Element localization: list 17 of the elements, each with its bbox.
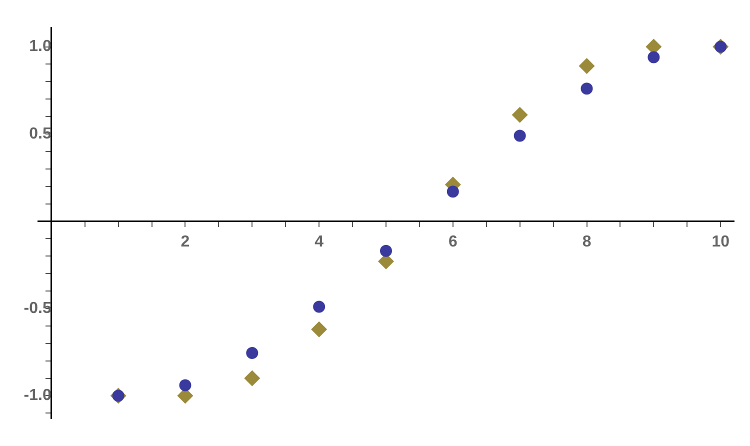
point (244, 370, 260, 386)
x-tick-label: 8 (582, 233, 592, 250)
point (512, 106, 528, 123)
point (380, 244, 392, 257)
x-tick-label: 4 (314, 233, 324, 250)
x-tick-label: 6 (448, 233, 458, 250)
point (580, 82, 593, 95)
point (313, 300, 326, 313)
point (578, 58, 595, 74)
point (514, 130, 526, 142)
x-tick-label: 10 (712, 233, 730, 250)
point (311, 321, 328, 338)
x-tick-label: 2 (180, 233, 190, 250)
point (179, 379, 192, 392)
point (446, 186, 459, 198)
point (246, 346, 258, 359)
point (648, 51, 660, 64)
